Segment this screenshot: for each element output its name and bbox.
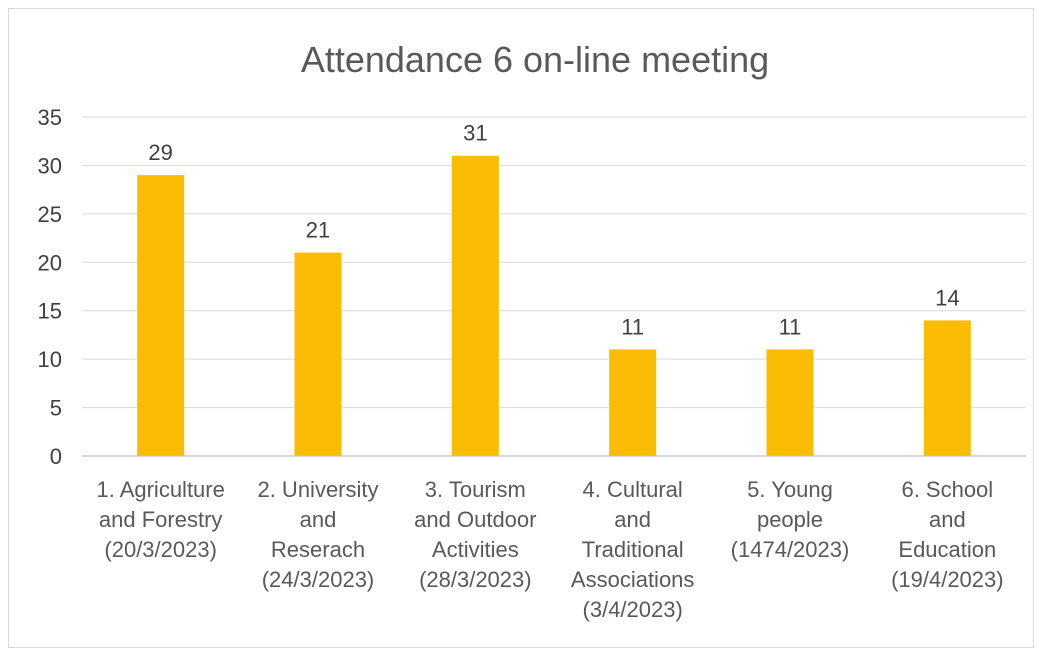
data-label: 29 [148,140,172,165]
y-tick-label: 30 [38,153,62,178]
y-tick-label: 10 [38,347,62,372]
x-category-label: 5. Young people (1474/2023) [731,477,850,562]
y-tick-label: 20 [38,250,62,275]
chart-title: Attendance 6 on-line meeting [301,39,769,80]
y-tick-label: 35 [38,105,62,130]
data-label: 31 [463,121,487,146]
data-label: 11 [779,314,802,339]
bar [923,320,971,456]
bars [137,155,971,456]
y-axis-ticks: 0 5 10 15 20 25 30 35 [38,105,62,469]
y-tick-label: 5 [50,396,62,421]
y-tick-label: 0 [50,444,62,469]
x-category-label: 1. Agriculture and Forestry (20/3/2023) [96,477,224,562]
x-category-label: 6. School and Education (19/4/2023) [891,477,1004,592]
grid-lines [82,116,1026,409]
x-axis-categories: 1. Agriculture and Forestry (20/3/2023) 2. … [96,477,1003,622]
bar [609,349,657,456]
bar [766,349,814,456]
data-label: 21 [306,218,330,243]
data-label: 11 [621,314,644,339]
x-category-label: 4. Cultural and Traditional Associations (3/… [571,477,695,622]
bar [451,155,499,456]
x-category-label: 2. University and Reserach (24/3/2023) [257,477,378,592]
data-label: 14 [935,285,959,310]
y-tick-label: 25 [38,202,62,227]
bar-chart: Attendance 6 on-line meeting 0 5 10 15 20 25 3… [38,39,1026,622]
data-labels: 29 21 31 11 11 14 [148,121,959,340]
x-category-label: 3. Tourism and Outdoor Activities (28/3/202… [414,477,536,592]
bar [294,252,342,456]
bar [137,175,185,456]
y-tick-label: 15 [38,299,62,324]
